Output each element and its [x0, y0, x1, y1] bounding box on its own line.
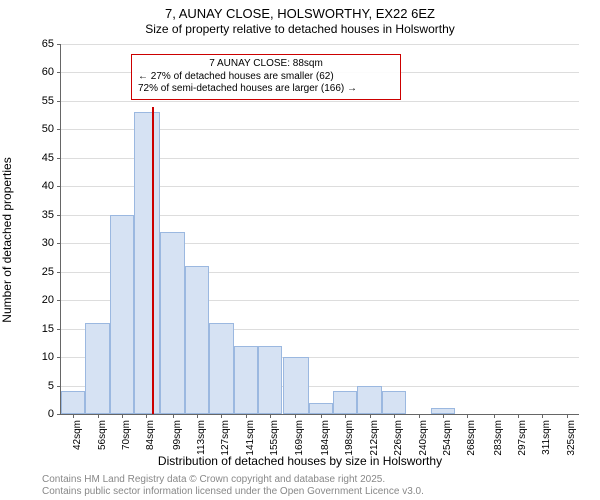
ytick-mark — [57, 129, 61, 130]
ytick-mark — [57, 357, 61, 358]
histogram-bar — [134, 112, 160, 414]
xtick-label: 226sqm — [393, 420, 404, 460]
ytick-mark — [57, 329, 61, 330]
xtick-mark — [443, 414, 444, 418]
histogram-bar — [185, 266, 209, 414]
ytick-label: 50 — [24, 123, 54, 135]
xtick-mark — [467, 414, 468, 418]
xtick-mark — [73, 414, 74, 418]
xtick-label: 56sqm — [97, 420, 108, 460]
xtick-label: 141sqm — [245, 420, 256, 460]
xtick-mark — [197, 414, 198, 418]
histogram-bar — [234, 346, 258, 414]
ytick-mark — [57, 72, 61, 73]
footer-attribution: Contains HM Land Registry data © Crown c… — [42, 474, 424, 498]
histogram-bar — [258, 346, 282, 414]
xtick-mark — [295, 414, 296, 418]
xtick-label: 70sqm — [121, 420, 132, 460]
xtick-label: 169sqm — [294, 420, 305, 460]
histogram-bar — [382, 391, 406, 414]
ytick-label: 25 — [24, 266, 54, 278]
xtick-label: 99sqm — [172, 420, 183, 460]
xtick-mark — [122, 414, 123, 418]
ytick-label: 60 — [24, 66, 54, 78]
xtick-label: 325sqm — [566, 420, 577, 460]
xtick-label: 240sqm — [418, 420, 429, 460]
xtick-label: 84sqm — [145, 420, 156, 460]
ytick-mark — [57, 101, 61, 102]
ytick-label: 40 — [24, 180, 54, 192]
xtick-mark — [542, 414, 543, 418]
xtick-label: 113sqm — [196, 420, 207, 460]
ytick-mark — [57, 386, 61, 387]
xtick-mark — [98, 414, 99, 418]
xtick-mark — [173, 414, 174, 418]
annotation-line-1: 7 AUNAY CLOSE: 88sqm — [138, 58, 394, 71]
xtick-mark — [321, 414, 322, 418]
footer-line-1: Contains HM Land Registry data © Crown c… — [42, 474, 424, 486]
ytick-mark — [57, 186, 61, 187]
footer-line-2: Contains public sector information licen… — [42, 486, 424, 498]
title-line-2: Size of property relative to detached ho… — [0, 22, 600, 36]
xtick-label: 254sqm — [442, 420, 453, 460]
ytick-mark — [57, 243, 61, 244]
xtick-mark — [567, 414, 568, 418]
ytick-label: 65 — [24, 38, 54, 50]
xtick-mark — [221, 414, 222, 418]
gridline — [61, 101, 579, 102]
histogram-bar — [85, 323, 109, 414]
ytick-mark — [57, 414, 61, 415]
xtick-label: 42sqm — [72, 420, 83, 460]
ytick-label: 20 — [24, 294, 54, 306]
ytick-mark — [57, 272, 61, 273]
ytick-mark — [57, 300, 61, 301]
chart-container: 7, AUNAY CLOSE, HOLSWORTHY, EX22 6EZ Siz… — [0, 0, 600, 500]
xtick-label: 283sqm — [493, 420, 504, 460]
property-marker-line — [152, 107, 154, 414]
histogram-bar — [209, 323, 233, 414]
ytick-label: 55 — [24, 95, 54, 107]
xtick-mark — [518, 414, 519, 418]
annotation-box: 7 AUNAY CLOSE: 88sqm ← 27% of detached h… — [131, 54, 401, 100]
histogram-bar — [160, 232, 184, 414]
ytick-label: 35 — [24, 209, 54, 221]
ytick-label: 15 — [24, 323, 54, 335]
xtick-mark — [345, 414, 346, 418]
xtick-label: 268sqm — [466, 420, 477, 460]
xtick-label: 212sqm — [369, 420, 380, 460]
ytick-label: 45 — [24, 152, 54, 164]
y-axis-label: Number of detached properties — [0, 75, 14, 240]
histogram-bar — [61, 391, 85, 414]
ytick-label: 0 — [24, 408, 54, 420]
ytick-mark — [57, 158, 61, 159]
xtick-label: 184sqm — [320, 420, 331, 460]
xtick-mark — [270, 414, 271, 418]
title-line-1: 7, AUNAY CLOSE, HOLSWORTHY, EX22 6EZ — [0, 6, 600, 21]
xtick-mark — [419, 414, 420, 418]
gridline — [61, 44, 579, 45]
ytick-mark — [57, 44, 61, 45]
histogram-bar — [110, 215, 134, 414]
xtick-label: 155sqm — [269, 420, 280, 460]
xtick-mark — [146, 414, 147, 418]
annotation-line-2: ← 27% of detached houses are smaller (62… — [138, 71, 394, 84]
histogram-bar — [357, 386, 381, 414]
xtick-mark — [494, 414, 495, 418]
xtick-label: 311sqm — [541, 420, 552, 460]
annotation-line-3: 72% of semi-detached houses are larger (… — [138, 83, 394, 96]
xtick-label: 297sqm — [517, 420, 528, 460]
ytick-label: 30 — [24, 237, 54, 249]
ytick-label: 5 — [24, 380, 54, 392]
xtick-mark — [394, 414, 395, 418]
xtick-label: 127sqm — [220, 420, 231, 460]
histogram-bar — [283, 357, 309, 414]
xtick-mark — [246, 414, 247, 418]
ytick-mark — [57, 215, 61, 216]
histogram-bar — [309, 403, 333, 414]
histogram-bar — [333, 391, 357, 414]
xtick-mark — [370, 414, 371, 418]
ytick-label: 10 — [24, 351, 54, 363]
plot-area: 7 AUNAY CLOSE: 88sqm ← 27% of detached h… — [60, 44, 579, 415]
xtick-label: 198sqm — [344, 420, 355, 460]
